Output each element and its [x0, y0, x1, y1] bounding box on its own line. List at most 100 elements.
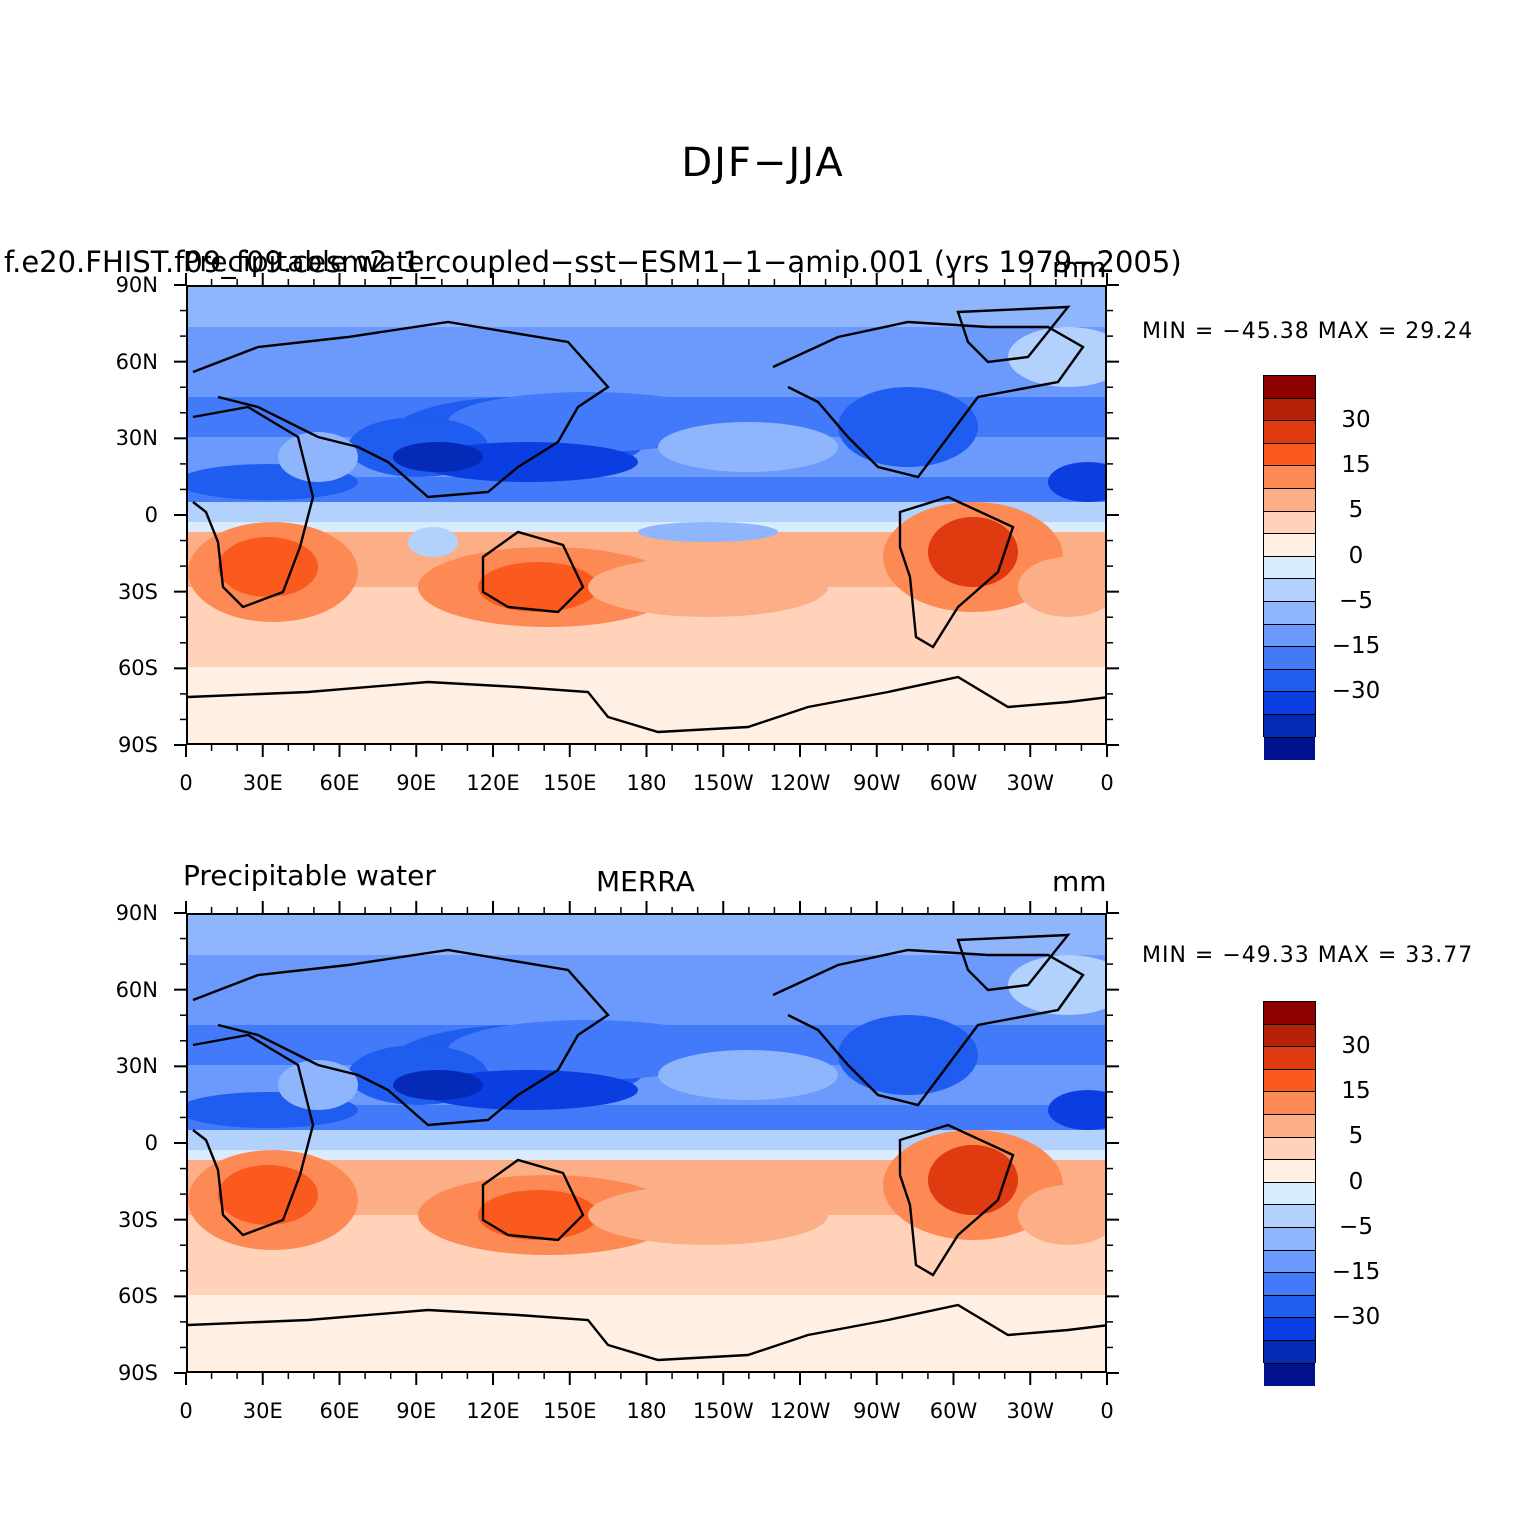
min-max-label: MIN = −45.38 MAX = 29.24: [1142, 319, 1474, 344]
colorbar-box: [1264, 579, 1315, 602]
panel-center-title: MERRA: [596, 865, 695, 898]
colorbar-box: [1264, 1250, 1315, 1274]
lat-tick-label: 90N: [115, 273, 158, 297]
field-band: [188, 327, 1105, 397]
field-band: [188, 1150, 1105, 1160]
colorbar-box: [1264, 443, 1315, 467]
coastline: [481, 530, 585, 614]
lon-tick-label: 120W: [769, 1399, 831, 1423]
contour-region: [658, 422, 838, 472]
lon-tick-label: 60W: [929, 771, 978, 795]
colorbar-box: [1264, 1047, 1315, 1070]
lon-tick-label: 180: [626, 771, 667, 795]
lon-tick-label: 60W: [929, 1399, 978, 1423]
lat-tick-label: 60S: [117, 656, 158, 681]
contour-region: [1048, 462, 1105, 502]
contour-region: [1048, 1090, 1105, 1130]
field-band: [188, 502, 1105, 522]
lon-tick-label: 90W: [853, 1399, 901, 1423]
colorbar: [1263, 375, 1316, 761]
colorbar-box: [1264, 692, 1315, 715]
contour-map: [186, 285, 1107, 745]
colorbar-box: [1264, 466, 1315, 489]
colorbar-box: [1264, 1227, 1315, 1251]
contour-region: [393, 442, 483, 472]
min-max-label: MIN = −49.33 MAX = 33.77: [1142, 943, 1474, 968]
colorbar-label: 5: [1348, 497, 1364, 524]
contour-map: [186, 913, 1107, 1373]
lon-tick-label: 90E: [396, 771, 437, 795]
lat-tick-label: 60S: [117, 1284, 158, 1309]
contour-region: [1008, 955, 1105, 1015]
colorbar-box: [1264, 488, 1315, 512]
lon-tick-label: 120E: [466, 1399, 520, 1423]
colorbar-box: [1264, 398, 1315, 422]
contour-region: [928, 517, 1018, 587]
panel-left-title: Precipitable water: [183, 245, 436, 278]
coastline: [192, 1033, 315, 1237]
field-band: [188, 287, 1105, 327]
coastline: [192, 320, 610, 499]
field-band: [188, 1130, 1105, 1150]
contour-region: [588, 1185, 828, 1245]
colorbar-label: 5: [1348, 1123, 1364, 1150]
field-band: [188, 955, 1105, 1025]
colorbar-label: 15: [1341, 1078, 1371, 1105]
colorbar-box: [1264, 1069, 1315, 1093]
coastline: [188, 675, 1105, 734]
contour-region: [408, 527, 458, 557]
lon-tick-label: 90E: [396, 1399, 437, 1423]
lon-tick-label: 180: [626, 1399, 667, 1423]
contour-map-svg: [188, 915, 1105, 1371]
contour-map-svg: [188, 287, 1105, 743]
lon-tick-label: 120W: [769, 771, 831, 795]
lat-tick-label: 90N: [115, 901, 158, 925]
colorbar-box: [1264, 511, 1315, 535]
colorbar-box: [1264, 556, 1315, 580]
colorbar-box: [1264, 534, 1315, 557]
colorbar-label: 30: [1341, 1033, 1371, 1059]
colorbar-box: [1264, 421, 1315, 444]
panel-merra: Precipitable water MERRA mm MIN = −49.33…: [0, 855, 1526, 1423]
coastline: [898, 495, 1015, 649]
lon-tick-label: 120E: [466, 771, 520, 795]
field-band: [188, 1295, 1105, 1371]
coastline: [956, 933, 1071, 992]
contour-region: [1018, 557, 1105, 617]
contour-region: [838, 1015, 978, 1095]
lat-tick-label: 0: [144, 503, 158, 527]
figure-title: DJF−JJA: [681, 140, 845, 186]
lat-tick-label: 60N: [115, 349, 158, 374]
colorbar-box: [1264, 1295, 1315, 1319]
colorbar-label: 0: [1348, 542, 1364, 569]
lon-tick-label: 30E: [242, 771, 283, 795]
lon-tick-label: 30E: [242, 1399, 283, 1423]
field-band: [188, 667, 1105, 743]
contour-region: [218, 537, 318, 597]
colorbar-box: [1264, 669, 1315, 693]
lon-tick-label: 0: [179, 771, 193, 795]
colorbar-box: [1264, 1340, 1315, 1364]
lat-tick-label: 90S: [117, 1361, 158, 1385]
contour-region: [1008, 327, 1105, 387]
lon-tick-label: 150W: [692, 771, 754, 795]
colorbar-box: [1264, 1002, 1315, 1025]
colorbar-box: [1264, 1363, 1315, 1387]
contour-region: [393, 1070, 483, 1100]
colorbar-box: [1264, 624, 1315, 648]
colorbar-box: [1264, 1273, 1315, 1296]
colorbar-label: 30: [1341, 407, 1371, 433]
colorbar-label: −30: [1331, 678, 1381, 705]
contour-region: [838, 387, 978, 467]
contour-region: [658, 1050, 838, 1100]
panel-left-title: Precipitable water: [183, 859, 436, 892]
contour-region: [278, 1060, 358, 1110]
panel-model: Precipitable water f.e20.FHIST.f09_f09.c…: [0, 245, 1526, 805]
contour-region: [218, 1165, 318, 1225]
lon-tick-label: 60E: [319, 771, 360, 795]
lon-tick-label: 30W: [1006, 771, 1055, 795]
colorbar-box: [1264, 737, 1315, 761]
colorbar-box: [1264, 1205, 1315, 1228]
colorbar-label: −5: [1339, 587, 1373, 614]
lon-tick-label: 60E: [319, 1399, 360, 1423]
